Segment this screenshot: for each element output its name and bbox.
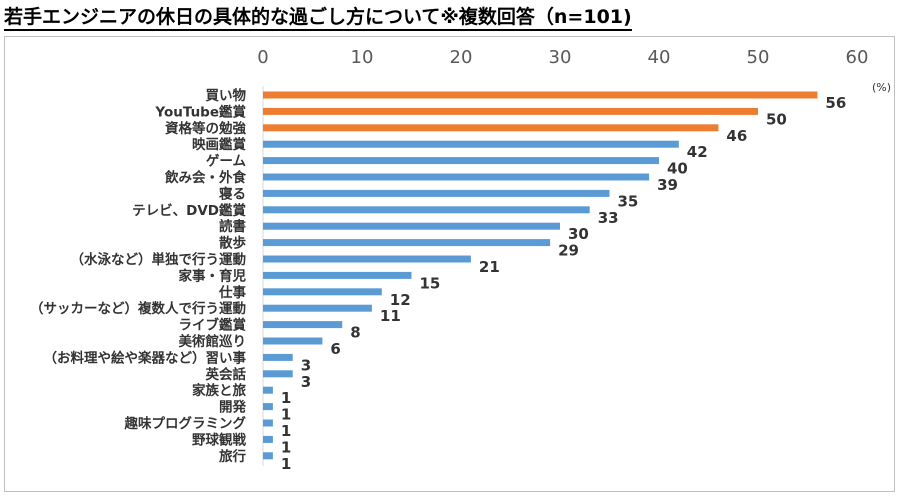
bar <box>263 91 818 99</box>
data-label: 50 <box>766 110 787 128</box>
bar <box>263 189 610 197</box>
category-label: （水泳など）単独で行う運動 <box>71 251 247 268</box>
data-label: 21 <box>479 258 500 276</box>
category-label: 寝る <box>219 185 246 202</box>
bar <box>263 107 758 115</box>
data-label: 11 <box>380 307 401 325</box>
category-label: 散歩 <box>219 235 246 252</box>
data-label: 30 <box>568 225 589 243</box>
data-label: 46 <box>726 127 747 145</box>
category-label: 趣味プログラミング <box>124 415 247 432</box>
bar <box>263 321 343 329</box>
data-label: 12 <box>390 291 411 309</box>
bar <box>263 271 412 279</box>
bar <box>263 173 650 181</box>
chart-title: 若手エンジニアの休日の具体的な過ごし方について※複数回答（n=101) <box>4 2 632 31</box>
data-label: 8 <box>350 324 360 342</box>
category-label: ゲーム <box>206 153 246 170</box>
bar <box>263 255 471 263</box>
data-label: 1 <box>281 455 291 473</box>
category-label: 野球観戦 <box>192 431 246 448</box>
data-label: 1 <box>281 438 291 456</box>
x-tick-label: 50 <box>747 47 770 68</box>
data-label: 56 <box>825 94 846 112</box>
data-label: 33 <box>598 209 619 227</box>
x-tick-label: 20 <box>450 47 473 68</box>
bar <box>263 157 659 165</box>
unit-label: (%) <box>872 81 891 94</box>
bar <box>263 370 293 378</box>
data-label: 3 <box>301 373 311 391</box>
category-label: 家族と旅 <box>192 382 246 399</box>
bar <box>263 140 679 148</box>
x-tick-label: 10 <box>351 47 374 68</box>
category-label: 開発 <box>219 399 246 416</box>
x-tick-label: 0 <box>257 47 268 68</box>
category-label: テレビ、DVD鑑賞 <box>132 202 246 219</box>
bar <box>263 353 293 361</box>
bar <box>263 124 719 132</box>
category-label: 旅行 <box>219 448 246 465</box>
category-label: YouTube鑑賞 <box>154 103 246 120</box>
data-label: 1 <box>281 422 291 440</box>
category-label: ライブ鑑賞 <box>179 317 247 334</box>
category-label: 仕事 <box>218 284 246 301</box>
bar <box>263 337 323 345</box>
data-label: 29 <box>558 242 579 260</box>
bar <box>263 403 273 411</box>
category-label: 読書 <box>219 218 246 235</box>
data-label: 1 <box>281 389 291 407</box>
bar <box>263 222 560 230</box>
bar <box>263 288 382 296</box>
category-label: （お料理や絵や楽器など）習い事 <box>44 349 247 366</box>
data-label: 35 <box>618 192 639 210</box>
x-tick-label: 30 <box>549 47 572 68</box>
bar <box>263 304 372 312</box>
category-label: 美術館巡り <box>179 333 247 350</box>
x-tick-label: 60 <box>846 47 869 68</box>
category-label: 英会話 <box>205 366 247 383</box>
data-label: 40 <box>667 160 688 178</box>
data-label: 6 <box>330 340 340 358</box>
category-label: （サッカーなど）複数人で行う運動 <box>30 300 246 317</box>
bar <box>263 386 273 394</box>
data-label: 1 <box>281 406 291 424</box>
bar <box>263 435 273 443</box>
category-label: 資格等の勉強 <box>165 120 246 137</box>
data-label: 3 <box>301 356 311 374</box>
data-label: 39 <box>657 176 678 194</box>
bar <box>263 206 590 214</box>
bar <box>263 419 273 427</box>
category-label: 飲み会・外食 <box>164 169 246 186</box>
category-label: 買い物 <box>206 87 247 104</box>
category-label: 家事・育児 <box>179 267 247 284</box>
category-label: 映画鑑賞 <box>192 136 246 153</box>
x-tick-label: 40 <box>648 47 671 68</box>
bar <box>263 239 551 247</box>
bar <box>263 452 273 460</box>
data-label: 42 <box>687 143 708 161</box>
data-label: 15 <box>420 274 441 292</box>
chart-panel <box>4 36 895 492</box>
